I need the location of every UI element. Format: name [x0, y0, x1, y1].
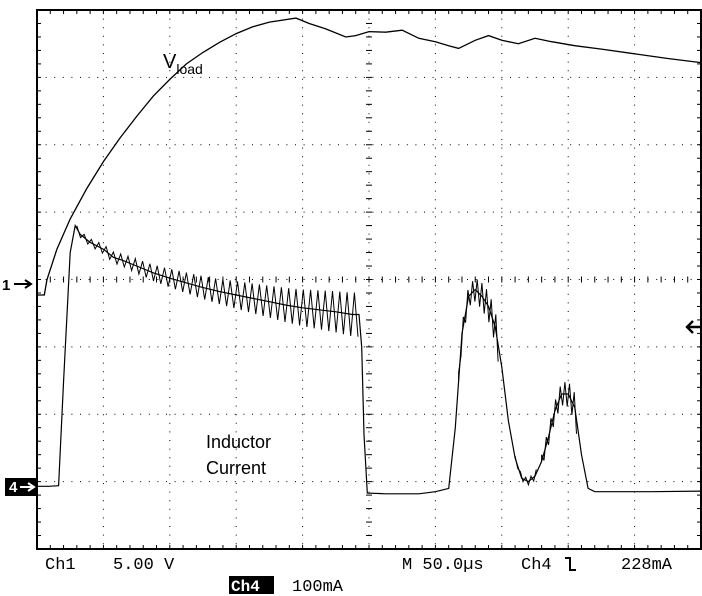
vload-label: Vload: [163, 51, 203, 77]
ch4-readout-box: [229, 576, 274, 594]
timebase-readout: M 50.0µs: [402, 556, 484, 575]
ch1-readout-scale: 5.00 V: [113, 556, 175, 575]
falling-edge-icon: [565, 557, 576, 571]
trigger-level-readout: 228mA: [621, 556, 673, 575]
ch1-marker-label: 1: [2, 277, 10, 294]
ch4-marker-arrow-icon: [20, 482, 36, 492]
ch4-readout-label: Ch4: [231, 578, 260, 596]
inductor-current-label-line2: Current: [206, 458, 266, 478]
trigger-channel-readout: Ch4: [521, 556, 552, 575]
graticule-grid: [36, 9, 702, 550]
inductor-current-ripple: [76, 225, 577, 487]
trigger-level-arrow-icon: [685, 320, 702, 334]
vload-label-main: V: [163, 51, 177, 73]
ch4-marker-label: 4: [9, 479, 18, 496]
ch4-readout-scale: 100mA: [292, 578, 344, 596]
ch1-marker-arrow-icon: [14, 279, 33, 289]
vload-trace: [37, 17, 702, 296]
vload-label-subscript: load: [176, 61, 202, 77]
ch1-readout-label: Ch1: [45, 556, 76, 575]
inductor-current-label-line1: Inductor: [206, 432, 271, 452]
plot-frame: [36, 9, 702, 550]
ch1-ground-marker: 1: [2, 277, 33, 294]
ch4-ground-marker: 4: [5, 478, 37, 496]
